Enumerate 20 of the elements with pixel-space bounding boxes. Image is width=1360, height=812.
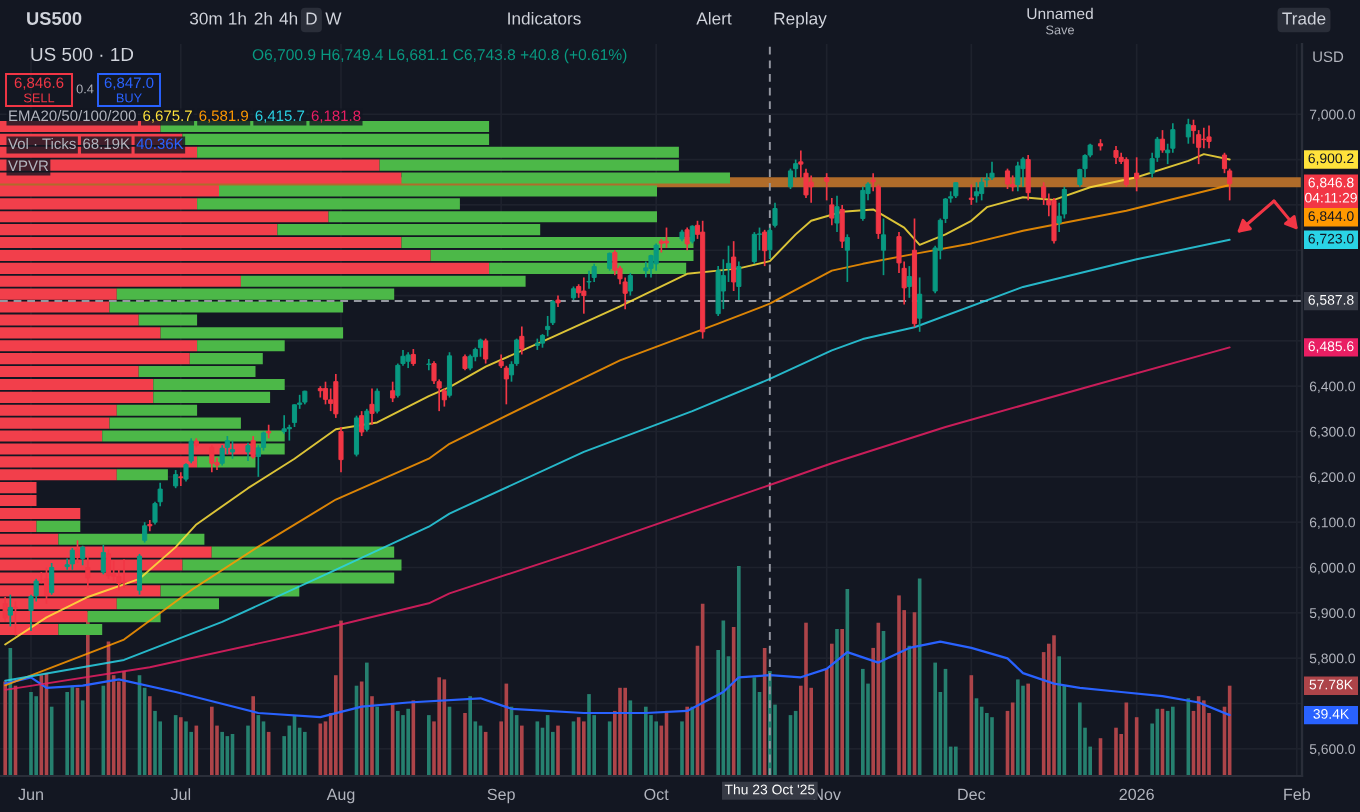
x-tick-label: Jul: [170, 788, 191, 801]
x-tick-label: Jun: [18, 788, 43, 801]
x-tick-label: Feb: [1284, 788, 1311, 801]
x-tick-label: Sep: [487, 788, 515, 804]
text: 1h: [229, 11, 246, 25]
x-tick-label: Dec: [958, 788, 986, 801]
text: D: [306, 12, 317, 25]
text: 30m: [189, 12, 222, 25]
text: Indicators: [508, 11, 581, 25]
x-tick-label: 2026: [1119, 788, 1154, 801]
chart-title: US 500 · 1D: [31, 47, 134, 62]
x-tick-label: Oct: [644, 788, 669, 801]
text: Trade: [1282, 11, 1326, 25]
text: Alert: [696, 11, 732, 25]
text: W: [325, 12, 342, 25]
text: US500: [27, 11, 82, 25]
text: Replay: [774, 11, 827, 29]
x-tick-label: Aug: [326, 788, 355, 804]
text: 2h: [254, 11, 272, 25]
text: 4h: [279, 11, 298, 25]
